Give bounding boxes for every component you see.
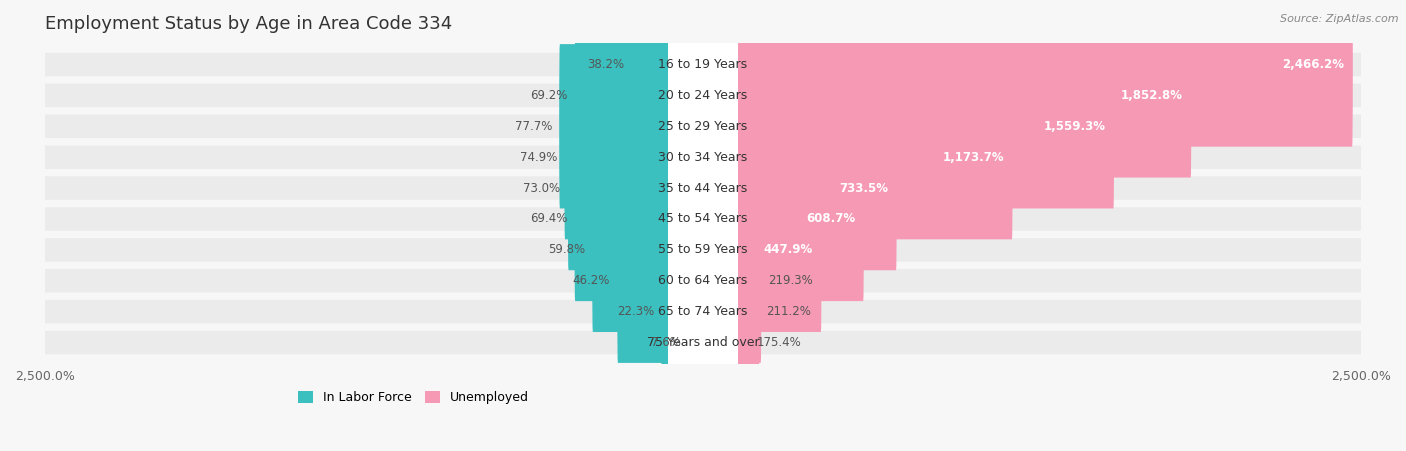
FancyBboxPatch shape <box>45 300 1361 323</box>
FancyBboxPatch shape <box>703 198 762 363</box>
Text: 65 to 74 Years: 65 to 74 Years <box>658 305 748 318</box>
Text: 74.9%: 74.9% <box>520 151 557 164</box>
FancyBboxPatch shape <box>668 150 738 350</box>
Text: 219.3%: 219.3% <box>769 274 814 287</box>
FancyBboxPatch shape <box>592 168 703 332</box>
FancyBboxPatch shape <box>703 230 759 394</box>
FancyBboxPatch shape <box>703 137 863 301</box>
FancyBboxPatch shape <box>668 58 738 257</box>
Text: 175.4%: 175.4% <box>756 336 801 349</box>
Text: 1,559.3%: 1,559.3% <box>1043 120 1105 133</box>
FancyBboxPatch shape <box>45 238 1361 262</box>
FancyBboxPatch shape <box>45 269 1361 293</box>
Text: 1,852.8%: 1,852.8% <box>1121 89 1182 102</box>
Text: 69.2%: 69.2% <box>530 89 568 102</box>
FancyBboxPatch shape <box>703 0 1353 147</box>
FancyBboxPatch shape <box>703 75 1012 239</box>
FancyBboxPatch shape <box>703 44 1114 208</box>
FancyBboxPatch shape <box>668 0 738 164</box>
Text: Employment Status by Age in Area Code 334: Employment Status by Age in Area Code 33… <box>45 15 453 33</box>
FancyBboxPatch shape <box>45 207 1361 231</box>
FancyBboxPatch shape <box>668 243 738 442</box>
Text: 46.2%: 46.2% <box>572 274 610 287</box>
FancyBboxPatch shape <box>575 137 703 301</box>
Text: 30 to 34 Years: 30 to 34 Years <box>658 151 748 164</box>
FancyBboxPatch shape <box>668 27 738 226</box>
Text: 2,466.2%: 2,466.2% <box>1282 58 1344 71</box>
Text: 55 to 59 Years: 55 to 59 Years <box>658 244 748 256</box>
FancyBboxPatch shape <box>45 53 1361 76</box>
FancyBboxPatch shape <box>689 260 703 425</box>
Text: 75 Years and over: 75 Years and over <box>647 336 759 349</box>
Text: 22.3%: 22.3% <box>617 305 654 318</box>
Text: Source: ZipAtlas.com: Source: ZipAtlas.com <box>1281 14 1399 23</box>
FancyBboxPatch shape <box>703 13 1191 178</box>
FancyBboxPatch shape <box>668 212 738 411</box>
Text: 73.0%: 73.0% <box>523 182 561 194</box>
FancyBboxPatch shape <box>45 145 1361 169</box>
FancyBboxPatch shape <box>564 75 703 239</box>
FancyBboxPatch shape <box>575 13 703 178</box>
FancyBboxPatch shape <box>45 331 1361 354</box>
Text: 38.2%: 38.2% <box>588 58 624 71</box>
Text: 25 to 29 Years: 25 to 29 Years <box>658 120 748 133</box>
Legend: In Labor Force, Unemployed: In Labor Force, Unemployed <box>294 387 534 410</box>
Text: 20 to 24 Years: 20 to 24 Years <box>658 89 748 102</box>
FancyBboxPatch shape <box>560 44 703 208</box>
FancyBboxPatch shape <box>668 181 738 380</box>
Text: 733.5%: 733.5% <box>839 182 889 194</box>
FancyBboxPatch shape <box>668 0 738 195</box>
FancyBboxPatch shape <box>45 176 1361 200</box>
FancyBboxPatch shape <box>617 198 703 363</box>
Text: 35 to 44 Years: 35 to 44 Years <box>658 182 748 194</box>
FancyBboxPatch shape <box>668 88 738 288</box>
Text: 447.9%: 447.9% <box>763 244 813 256</box>
Text: 608.7%: 608.7% <box>806 212 855 226</box>
FancyBboxPatch shape <box>568 106 703 270</box>
Text: 16 to 19 Years: 16 to 19 Years <box>658 58 748 71</box>
FancyBboxPatch shape <box>703 260 749 425</box>
FancyBboxPatch shape <box>703 106 897 270</box>
Text: 69.4%: 69.4% <box>530 212 567 226</box>
FancyBboxPatch shape <box>45 115 1361 138</box>
FancyBboxPatch shape <box>45 84 1361 107</box>
Text: 211.2%: 211.2% <box>766 305 811 318</box>
Text: 1,173.7%: 1,173.7% <box>942 151 1004 164</box>
FancyBboxPatch shape <box>703 168 821 332</box>
FancyBboxPatch shape <box>661 230 703 394</box>
Text: 45 to 54 Years: 45 to 54 Years <box>658 212 748 226</box>
Text: 60 to 64 Years: 60 to 64 Years <box>658 274 748 287</box>
Text: 59.8%: 59.8% <box>548 244 585 256</box>
Text: 77.7%: 77.7% <box>515 120 553 133</box>
FancyBboxPatch shape <box>668 120 738 318</box>
FancyBboxPatch shape <box>631 0 703 147</box>
Text: 7.6%: 7.6% <box>651 336 681 349</box>
